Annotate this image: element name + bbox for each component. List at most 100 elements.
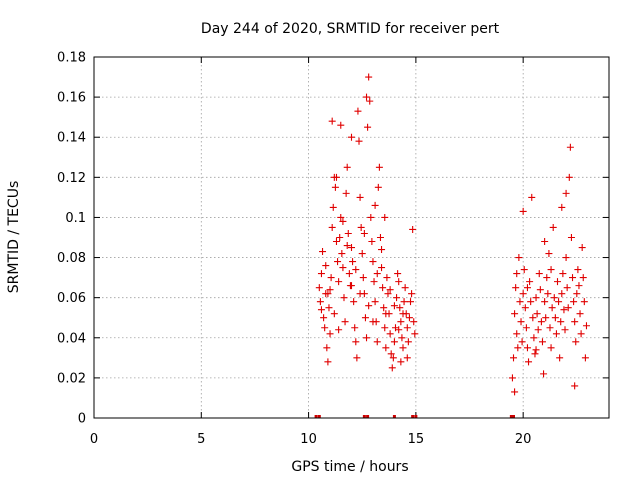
data-point xyxy=(581,354,589,362)
data-point xyxy=(363,93,371,101)
data-point xyxy=(561,326,569,334)
data-point xyxy=(356,193,364,201)
data-point xyxy=(329,203,337,211)
data-point xyxy=(351,324,359,332)
data-point xyxy=(578,244,586,252)
data-point xyxy=(339,264,347,272)
data-point xyxy=(386,286,394,294)
data-point xyxy=(567,234,575,241)
data-point xyxy=(317,270,325,278)
data-point xyxy=(343,163,351,171)
data-point xyxy=(516,298,524,306)
data-point xyxy=(526,278,534,286)
data-point xyxy=(562,189,570,197)
data-point xyxy=(546,324,554,332)
y-tick-label: 0 xyxy=(78,412,86,427)
data-point xyxy=(322,262,330,270)
data-point xyxy=(401,284,409,292)
data-point xyxy=(554,278,561,286)
data-point xyxy=(513,270,521,278)
data-point xyxy=(545,250,553,258)
data-point xyxy=(378,264,386,272)
data-point xyxy=(403,324,411,332)
data-point xyxy=(397,318,405,326)
data-point xyxy=(348,133,355,141)
data-point xyxy=(405,314,413,322)
points-layer xyxy=(314,73,590,418)
data-point xyxy=(325,304,333,312)
data-point xyxy=(404,338,412,346)
y-tick-label: 0.08 xyxy=(57,251,86,266)
data-point xyxy=(350,298,358,306)
data-point xyxy=(348,282,355,290)
data-point xyxy=(378,246,386,254)
data-point xyxy=(381,213,389,221)
data-point xyxy=(374,183,382,191)
x-tick-label: 15 xyxy=(408,432,425,447)
data-point xyxy=(397,358,405,366)
data-point xyxy=(341,318,349,326)
data-point xyxy=(337,213,345,221)
data-point xyxy=(387,350,395,358)
data-point xyxy=(393,294,401,302)
axis-layer: 0 0.02 0.04 0.06 0.08 0.1 0.12 0.14 0.16 0.18 0 5 10… xyxy=(57,51,609,447)
data-point xyxy=(522,324,530,332)
data-point xyxy=(543,274,551,282)
data-point xyxy=(541,298,549,306)
data-point xyxy=(384,290,392,298)
data-point xyxy=(373,270,381,278)
data-point xyxy=(380,304,388,312)
data-point xyxy=(356,290,364,298)
data-point xyxy=(525,358,533,366)
x-tick-label: 10 xyxy=(300,432,317,447)
data-point xyxy=(518,338,526,346)
data-point xyxy=(550,294,558,302)
data-point xyxy=(396,304,404,312)
data-point xyxy=(536,286,544,294)
data-point xyxy=(359,274,367,282)
data-point xyxy=(563,284,571,292)
data-point xyxy=(572,338,580,346)
data-point xyxy=(316,298,324,306)
data-point xyxy=(535,270,543,278)
data-point xyxy=(386,330,394,338)
data-point xyxy=(330,310,338,318)
plot-frame xyxy=(93,56,610,419)
data-point xyxy=(511,310,519,318)
chart-title: Day 244 of 2020, SRMTID for receiver per… xyxy=(201,21,500,37)
data-point xyxy=(328,223,336,231)
data-point xyxy=(367,213,375,221)
data-point xyxy=(552,330,560,338)
data-point xyxy=(555,298,563,306)
x-tick-label: 5 xyxy=(197,432,205,447)
data-point xyxy=(373,338,381,346)
data-point xyxy=(520,266,528,274)
data-point xyxy=(390,338,398,346)
data-point xyxy=(327,274,335,282)
grid-layer xyxy=(94,57,609,418)
y-axis-label: SRMTID / TECUs xyxy=(6,181,22,294)
data-point xyxy=(326,330,334,338)
data-point xyxy=(388,364,396,372)
data-point xyxy=(365,73,373,81)
data-point xyxy=(574,266,582,274)
data-point xyxy=(352,338,360,346)
data-point xyxy=(571,382,579,390)
data-point xyxy=(357,223,365,231)
x-tick-label: 20 xyxy=(515,432,532,447)
data-point xyxy=(532,294,540,302)
data-point xyxy=(345,270,353,278)
data-point xyxy=(398,334,406,342)
data-point xyxy=(371,298,379,306)
data-point xyxy=(558,203,566,211)
data-point xyxy=(369,258,377,266)
data-point xyxy=(566,143,574,151)
data-point xyxy=(379,284,387,292)
data-point xyxy=(334,258,342,266)
data-point xyxy=(577,330,585,338)
data-point xyxy=(560,306,568,314)
data-point xyxy=(339,217,347,225)
data-point xyxy=(512,284,520,292)
data-point xyxy=(348,244,355,252)
